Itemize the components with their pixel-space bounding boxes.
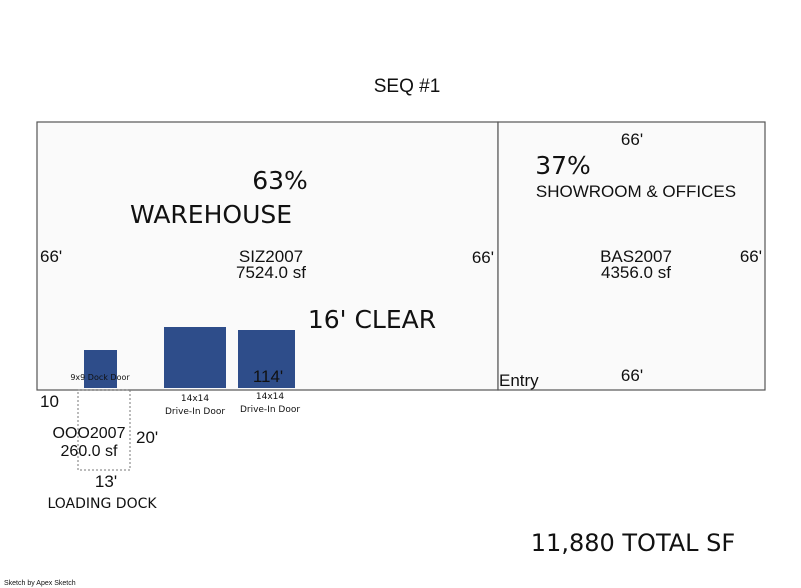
dimension: 66' bbox=[472, 248, 494, 267]
dimension: 66' bbox=[621, 366, 643, 385]
loading-dock-room bbox=[77, 389, 131, 471]
door-size: 14x14 bbox=[256, 392, 285, 402]
door-label: 9x9 Dock Door bbox=[70, 373, 130, 382]
door-label: Drive-In Door bbox=[240, 405, 300, 415]
dimension: 66' bbox=[40, 247, 62, 266]
percent: 37% bbox=[535, 151, 591, 180]
drive-in-door bbox=[238, 330, 295, 388]
room-area: 260.0 sf bbox=[61, 443, 118, 460]
drive-in-door bbox=[164, 327, 226, 388]
dimension: 10 bbox=[40, 392, 59, 411]
dock-door bbox=[84, 350, 117, 388]
room-name: SHOWROOM & OFFICES bbox=[536, 182, 736, 201]
door-label: Drive-In Door bbox=[165, 407, 225, 417]
room-area: 7524.0 sf bbox=[236, 263, 306, 282]
footer: Sketch by Apex Sketch bbox=[4, 580, 76, 587]
showroom-room bbox=[497, 121, 766, 391]
room-code: BAS2007 bbox=[600, 247, 672, 266]
door-size: 14x14 bbox=[181, 394, 210, 404]
room-area: 4356.0 sf bbox=[601, 263, 671, 282]
clear-height: 16' CLEAR bbox=[308, 305, 436, 334]
dimension: 66' bbox=[740, 247, 762, 266]
dimension: 66' bbox=[621, 130, 643, 149]
entry-label: Entry bbox=[499, 371, 539, 390]
title: SEQ #1 bbox=[374, 76, 441, 97]
percent: 63% bbox=[252, 166, 308, 195]
room-code: SIZ2007 bbox=[239, 247, 303, 266]
dimension: 114' bbox=[253, 367, 283, 386]
room-name: LOADING DOCK bbox=[47, 496, 157, 512]
room-name: WAREHOUSE bbox=[130, 200, 292, 229]
total: 11,880 TOTAL SF bbox=[531, 529, 735, 557]
dimension: 13' bbox=[95, 472, 117, 491]
room-code: OOO2007 bbox=[53, 425, 126, 442]
dimension: 20' bbox=[136, 428, 158, 447]
